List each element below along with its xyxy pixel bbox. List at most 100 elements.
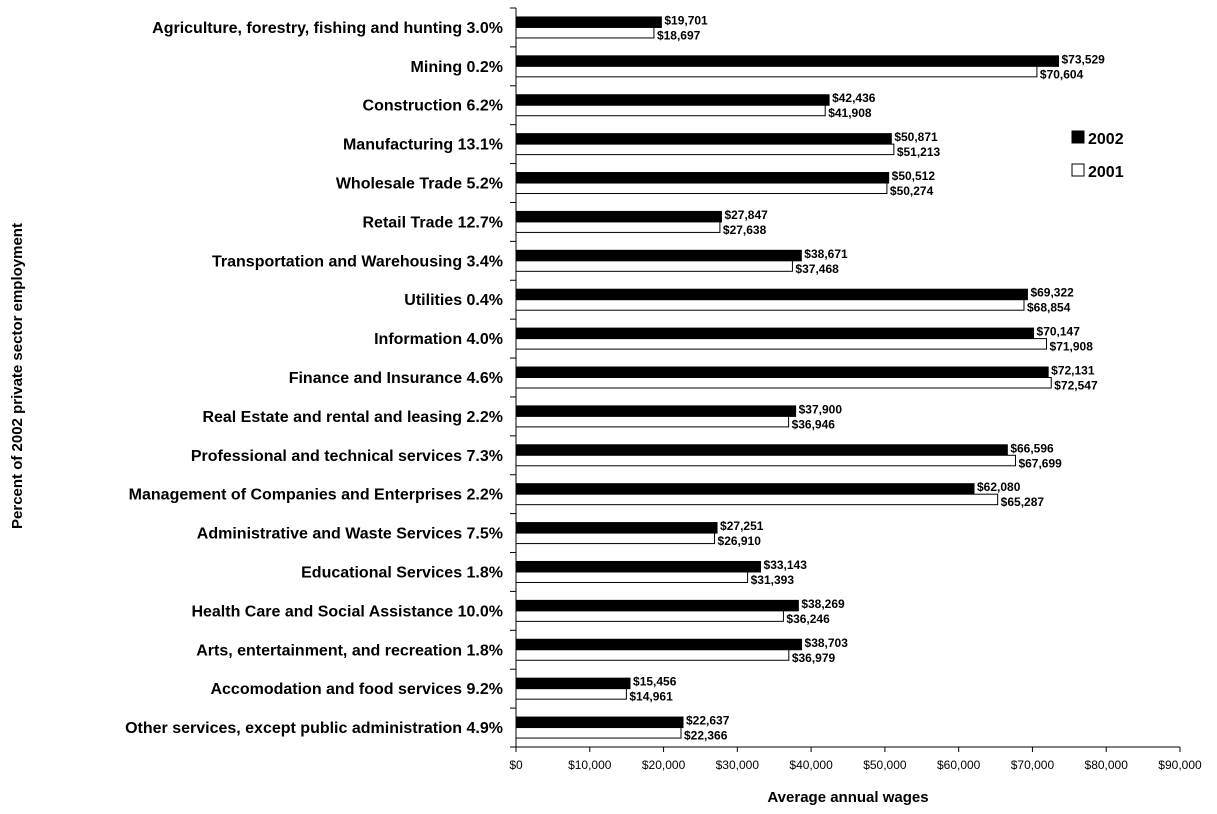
data-label-2001: $70,604	[1040, 67, 1084, 81]
bar-2001	[515, 377, 1052, 389]
x-tick-label: $50,000	[863, 758, 907, 772]
data-label-2002: $27,847	[724, 208, 768, 222]
data-label-2002: $70,147	[1037, 325, 1081, 339]
bar-2001	[515, 26, 655, 39]
category-label: Health Care and Social Assistance 10.0%	[191, 603, 503, 620]
legend-label-2002: 2002	[1088, 131, 1124, 148]
category-label: Construction 6.2%	[363, 98, 503, 115]
legend-swatch-2001	[1071, 163, 1085, 177]
bar-2002	[515, 288, 1028, 301]
bar-2002	[515, 249, 802, 262]
data-label-2001: $68,854	[1027, 301, 1071, 315]
data-label-2001: $50,274	[890, 184, 934, 198]
bar-2002	[515, 405, 797, 417]
category-label: Arts, entertainment, and recreation 1.8%	[196, 642, 503, 659]
data-label-2002: $50,512	[892, 169, 936, 183]
axes	[510, 7, 1181, 752]
data-label-2002: $19,701	[664, 13, 708, 27]
bar-2001	[515, 104, 826, 117]
bar-2001	[515, 338, 1048, 350]
x-tick-label: $30,000	[716, 758, 760, 772]
bar-2002	[515, 599, 799, 612]
category-label: Real Estate and rental and leasing 2.2%	[202, 409, 503, 426]
bar-2002	[515, 16, 662, 28]
bar-2001	[515, 299, 1025, 311]
x-tick-label: $10,000	[568, 758, 612, 772]
category-label: Transportation and Warehousing 3.4%	[212, 253, 503, 270]
y-axis-title: Percent of 2002 private sector employmen…	[9, 223, 26, 529]
x-tick-label: $60,000	[937, 758, 981, 772]
bar-2002	[515, 94, 830, 106]
bar-2001	[515, 221, 721, 233]
category-label: Management of Companies and Enterprises …	[129, 487, 503, 504]
x-tick-label: $70,000	[1011, 758, 1055, 772]
bar-2001	[515, 182, 888, 195]
category-label: Utilities 0.4%	[404, 292, 503, 309]
data-label-2002: $27,251	[720, 519, 764, 533]
bar-2001	[515, 610, 784, 622]
data-label-2002: $73,529	[1061, 52, 1105, 66]
category-label: Manufacturing 13.1%	[343, 137, 503, 154]
data-label-2002: $50,871	[894, 130, 938, 144]
bar-2002	[515, 172, 890, 184]
data-label-2002: $69,322	[1030, 286, 1074, 300]
data-label-2001: $65,287	[1001, 495, 1045, 509]
data-label-2002: $42,436	[832, 91, 876, 105]
category-label: Mining 0.2%	[411, 59, 503, 76]
bar-2001	[515, 415, 790, 428]
data-label-2001: $31,393	[751, 573, 795, 587]
data-label-2002: $38,703	[805, 636, 849, 650]
data-label-2001: $26,910	[718, 534, 762, 548]
bar-2001	[515, 143, 895, 156]
bar-2002	[515, 560, 762, 573]
x-tick-labels: $0 $10,000 $20,000 $30,000 $40,000 $50,000 $60…	[509, 758, 1202, 772]
x-tick-label: $40,000	[789, 758, 833, 772]
bar-2002	[515, 522, 718, 534]
bar-2002	[515, 483, 975, 495]
data-label-2001: $36,246	[786, 612, 830, 626]
bar-2002	[515, 366, 1049, 378]
x-tick-label: $80,000	[1085, 758, 1129, 772]
category-label: Wholesale Trade 5.2%	[336, 176, 503, 193]
data-label-2001: $14,961	[629, 690, 673, 704]
bar-2002	[515, 133, 892, 145]
bar-2002	[515, 444, 1008, 456]
data-label-2002: $62,080	[977, 480, 1021, 494]
data-label-2002: $33,143	[764, 558, 808, 572]
data-label-2001: $67,699	[1018, 456, 1062, 470]
category-label: Finance and Insurance 4.6%	[289, 370, 503, 387]
category-label: Accomodation and food services 9.2%	[210, 681, 503, 698]
data-label-2002: $22,637	[686, 714, 730, 728]
data-label-2001: $71,908	[1050, 340, 1094, 354]
bar-series	[515, 16, 1059, 739]
bar-2001	[515, 532, 716, 545]
data-labels: $19,701$18,697 $73,529$70,604 $42,436$41,9…	[629, 13, 1105, 742]
bar-2001	[515, 688, 627, 700]
data-label-2002: $37,900	[799, 402, 843, 416]
x-axis-title: Average annual wages	[767, 789, 928, 806]
category-label: Professional and technical services 7.3%	[191, 448, 503, 465]
data-label-2002: $38,671	[804, 247, 848, 261]
bar-2001	[515, 260, 793, 272]
data-label-2002: $15,456	[633, 675, 677, 689]
data-label-2001: $18,697	[657, 28, 701, 42]
bar-2001	[515, 571, 749, 583]
legend-label-2001: 2001	[1088, 164, 1124, 181]
legend: 2002 2001	[1071, 130, 1124, 181]
bar-2001	[515, 727, 682, 739]
data-label-2001: $51,213	[897, 145, 941, 159]
category-label: Educational Services 1.8%	[301, 564, 503, 581]
data-label-2002: $66,596	[1010, 441, 1054, 455]
data-label-2001: $22,366	[684, 729, 728, 743]
data-label-2001: $36,979	[792, 651, 836, 665]
data-label-2001: $37,468	[795, 262, 839, 276]
x-tick-label: $0	[509, 758, 523, 772]
category-label: Information 4.0%	[374, 331, 503, 348]
data-label-2001: $72,547	[1054, 379, 1098, 393]
bar-2001	[515, 649, 790, 661]
category-label: Agriculture, forestry, fishing and hunti…	[152, 20, 503, 37]
bar-2002	[515, 327, 1035, 340]
bar-2002	[515, 55, 1059, 67]
bar-2002	[515, 716, 684, 729]
